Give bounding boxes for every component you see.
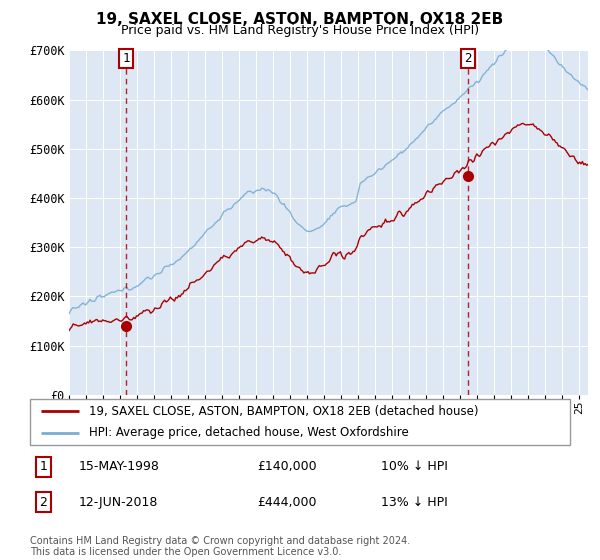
Text: 2: 2 — [40, 496, 47, 509]
Text: 19, SAXEL CLOSE, ASTON, BAMPTON, OX18 2EB (detached house): 19, SAXEL CLOSE, ASTON, BAMPTON, OX18 2E… — [89, 405, 479, 418]
Text: 10% ↓ HPI: 10% ↓ HPI — [381, 460, 448, 473]
Text: HPI: Average price, detached house, West Oxfordshire: HPI: Average price, detached house, West… — [89, 426, 409, 439]
FancyBboxPatch shape — [30, 399, 570, 445]
Text: Contains HM Land Registry data © Crown copyright and database right 2024.
This d: Contains HM Land Registry data © Crown c… — [30, 535, 410, 557]
Text: £444,000: £444,000 — [257, 496, 316, 509]
Text: 13% ↓ HPI: 13% ↓ HPI — [381, 496, 448, 509]
Text: Price paid vs. HM Land Registry's House Price Index (HPI): Price paid vs. HM Land Registry's House … — [121, 24, 479, 37]
Text: 2: 2 — [464, 52, 472, 65]
Text: 1: 1 — [122, 52, 130, 65]
Text: £140,000: £140,000 — [257, 460, 316, 473]
Text: 12-JUN-2018: 12-JUN-2018 — [79, 496, 158, 509]
Text: 19, SAXEL CLOSE, ASTON, BAMPTON, OX18 2EB: 19, SAXEL CLOSE, ASTON, BAMPTON, OX18 2E… — [97, 12, 503, 27]
Text: 1: 1 — [40, 460, 47, 473]
Text: 15-MAY-1998: 15-MAY-1998 — [79, 460, 160, 473]
